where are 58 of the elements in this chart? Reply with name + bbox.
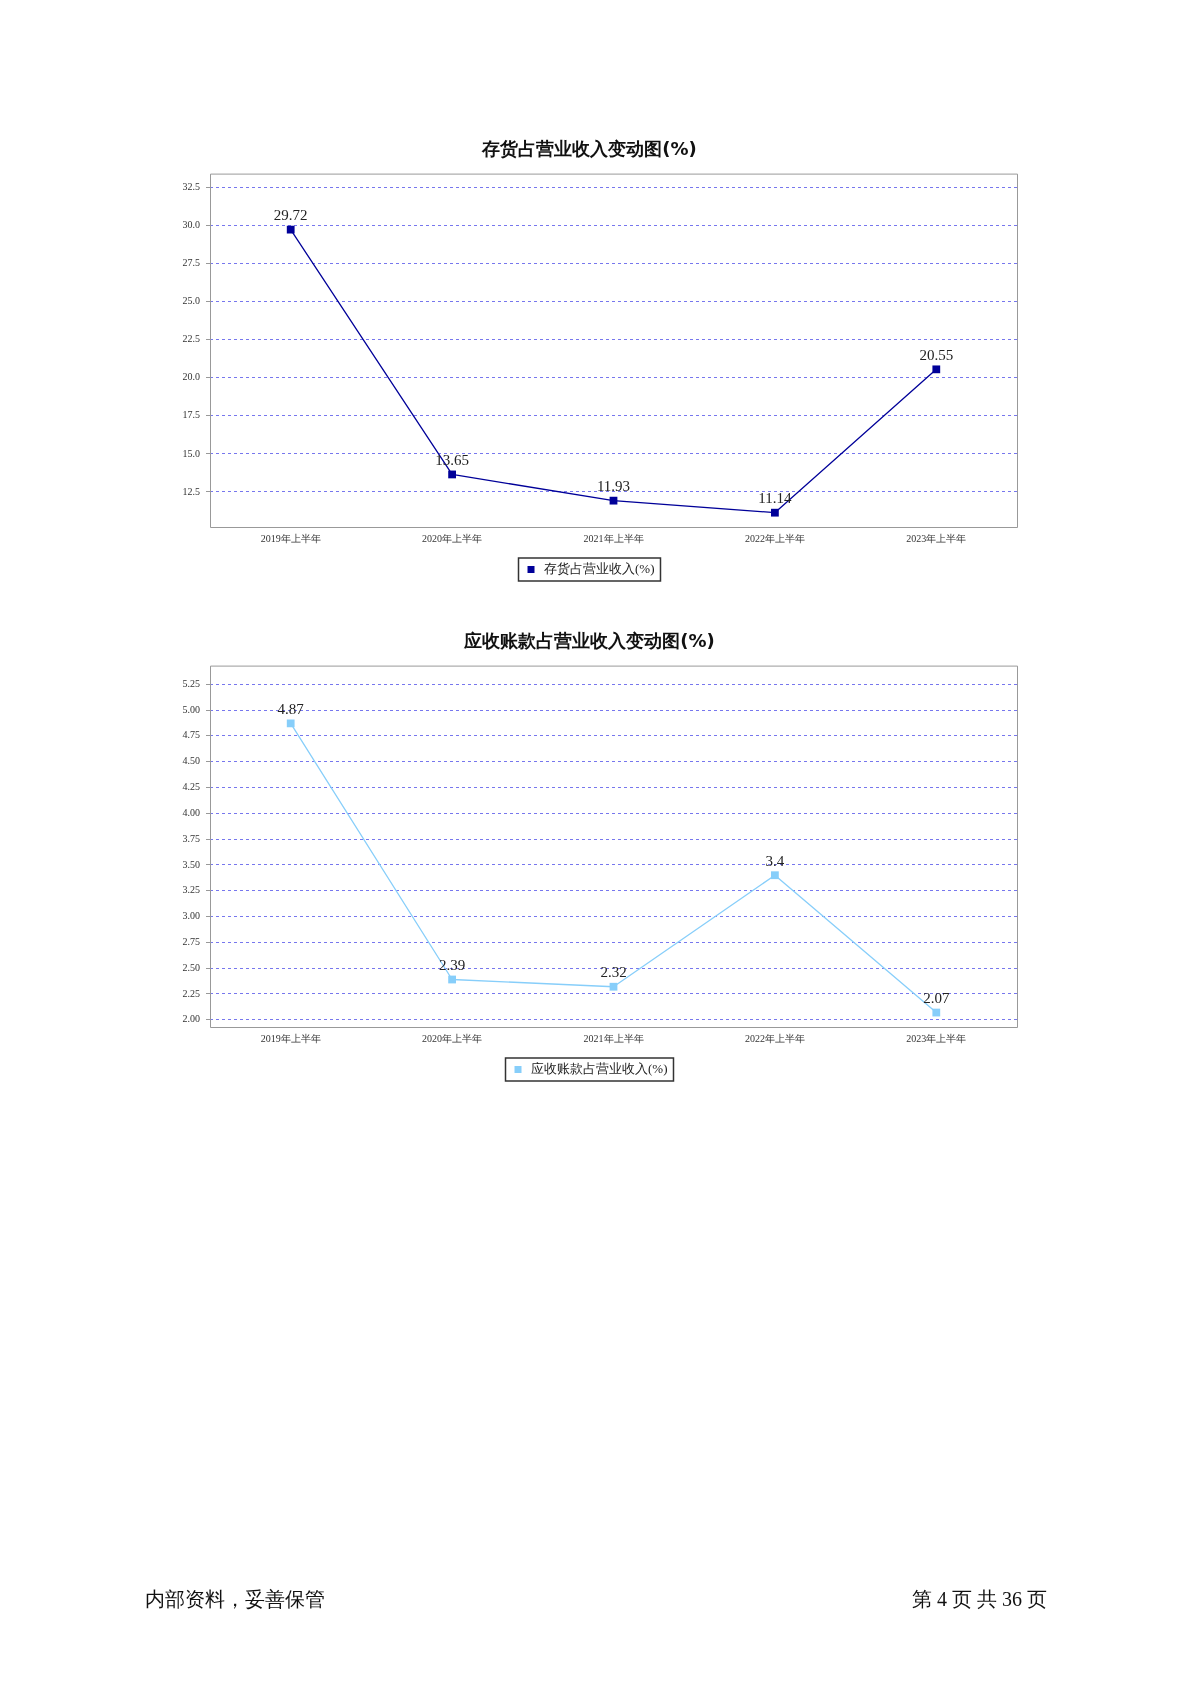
- y-tick-label: 17.5: [182, 409, 200, 421]
- y-tick-label: 2.50: [182, 961, 200, 973]
- y-tick-label: 2.75: [182, 935, 200, 947]
- y-tick-label: 4.00: [182, 806, 200, 818]
- x-tick-label: 2021年上半年: [583, 1032, 644, 1044]
- data-label: 3.4: [765, 852, 785, 869]
- x-tick-label: 2020年上半年: [422, 1032, 483, 1044]
- point: [771, 508, 779, 517]
- point: [286, 225, 295, 234]
- y-tick-label: 4.25: [182, 781, 200, 793]
- point: [448, 470, 456, 479]
- data-label: 4.87: [277, 700, 305, 717]
- point: [609, 496, 618, 505]
- point: [932, 365, 941, 374]
- data-label: 2.39: [438, 956, 466, 973]
- data-label: 11.93: [596, 478, 631, 495]
- y-tick-label: 2.00: [182, 1013, 200, 1025]
- point: [286, 719, 295, 728]
- data-label: 20.55: [919, 346, 954, 363]
- y-tick-label: 4.50: [182, 755, 200, 767]
- x-tick-label: 2023年上半年: [906, 1032, 967, 1044]
- y-tick-label: 5.25: [182, 677, 200, 689]
- x-tick-label: 2023年上半年: [906, 532, 967, 544]
- y-tick-label: 22.5: [182, 333, 200, 345]
- text: 第 4 页 共 36 页: [912, 1587, 1047, 1612]
- y-tick-label: 2.25: [182, 987, 200, 999]
- x-tick-label: 2020年上半年: [422, 532, 483, 544]
- y-tick-label: 3.75: [182, 832, 200, 844]
- x-tick-label: 2021年上半年: [583, 532, 644, 544]
- chart-title: 存货占营业收入变动图(%): [481, 138, 697, 160]
- point: [932, 1008, 941, 1017]
- text: 内部资料，妥善保管: [145, 1587, 325, 1612]
- y-tick-label: 30.0: [182, 219, 200, 231]
- y-tick-label: 25.0: [182, 295, 200, 307]
- point: [448, 975, 456, 984]
- data-label: 29.72: [273, 207, 308, 224]
- y-tick-label: 3.25: [182, 884, 200, 896]
- legend-label: 存货占营业收入(%): [544, 560, 655, 576]
- y-tick-label: 4.75: [182, 729, 200, 741]
- point: [609, 982, 618, 991]
- y-tick-label: 12.5: [182, 485, 200, 497]
- data-label: 2.07: [923, 989, 950, 1006]
- legend-label: 应收账款占营业收入(%): [531, 1060, 668, 1076]
- y-tick-label: 15.0: [182, 447, 200, 459]
- y-tick-label: 5.00: [182, 703, 200, 715]
- x-tick-label: 2022年上半年: [744, 532, 805, 544]
- y-tick-label: 27.5: [182, 257, 200, 269]
- data-label: 11.14: [758, 490, 792, 507]
- y-tick-label: 3.00: [182, 910, 200, 922]
- x-tick-label: 2019年上半年: [260, 532, 321, 544]
- y-tick-label: 3.50: [182, 858, 200, 870]
- point: [771, 871, 779, 880]
- x-tick-label: 2022年上半年: [744, 1032, 805, 1044]
- y-tick-label: 32.5: [182, 180, 200, 192]
- x-tick-label: 2019年上半年: [260, 1032, 321, 1044]
- data-label: 2.32: [600, 964, 627, 981]
- chart-title: 应收账款占营业收入变动图(%): [463, 630, 715, 652]
- y-tick-label: 20.0: [182, 371, 200, 383]
